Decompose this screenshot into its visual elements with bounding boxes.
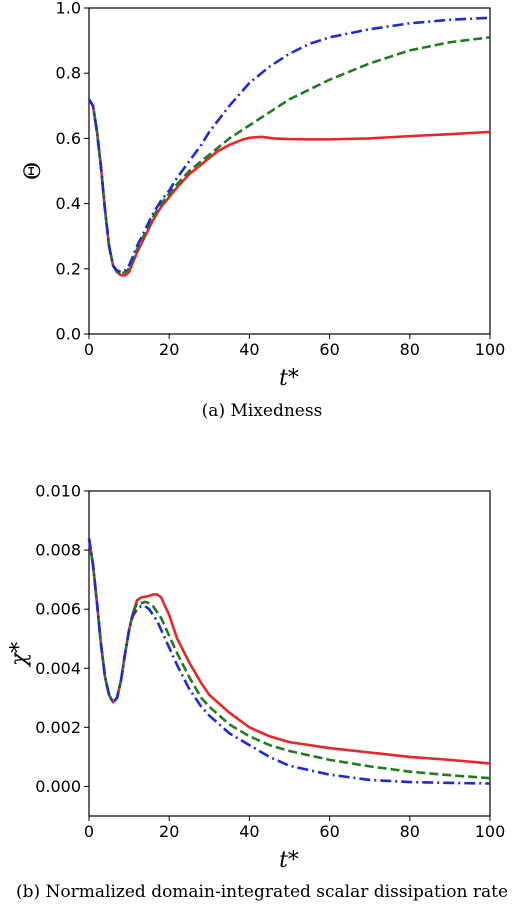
panel-a-series-solid-line <box>87 98 491 277</box>
panel-b-xtick-label: 80 <box>400 822 420 841</box>
panel-a-ytick-label: 0.8 <box>56 64 81 83</box>
panel-a-ytick-label: 0.0 <box>56 325 81 344</box>
panel-b-ytick-label: 0.000 <box>35 777 81 796</box>
panel-b-xtick-label: 40 <box>239 822 259 841</box>
panel-b-y-axis-label: χ* <box>7 642 32 668</box>
panel-b-series <box>87 538 491 785</box>
panel-b-ytick-label: 0.008 <box>35 541 81 560</box>
panel-a: 0 20 40 60 80 100 0.0 0.2 0.4 0.6 0.8 1.… <box>21 0 505 421</box>
panel-a-xtick-label: 20 <box>159 340 179 359</box>
panel-b-ytick-label: 0.006 <box>35 600 81 619</box>
panel-b-ytick-label: 0.004 <box>35 659 81 678</box>
panel-b-yticks: 0.000 0.002 0.004 0.006 0.008 0.010 <box>35 482 81 796</box>
panel-b-plot-frame <box>88 490 491 817</box>
panel-a-xtick-label: 100 <box>475 340 506 359</box>
panel-a-plot-frame <box>88 7 491 335</box>
panel-a-ytick-label: 0.6 <box>56 129 81 148</box>
panel-b-ytick-label: 0.010 <box>35 482 81 501</box>
panel-a-series-dashed-line <box>87 36 491 275</box>
panel-b-x-axis-label: t* <box>279 848 299 873</box>
panel-a-xtick-label: 40 <box>239 340 259 359</box>
panel-a-series-dashdot-line <box>87 16 491 274</box>
panel-a-xtick-label: 0 <box>84 340 94 359</box>
panel-a-x-axis-label: t* <box>279 366 299 391</box>
panel-a-xtick-label: 60 <box>319 340 339 359</box>
panel-a-caption: (a) Mixedness <box>202 401 323 421</box>
panel-a-ytick-label: 1.0 <box>56 0 81 18</box>
panel-b: 0 20 40 60 80 100 0.000 0.002 0.004 0.00… <box>7 482 508 903</box>
panel-b-xtick-label: 100 <box>475 822 506 841</box>
panel-a-y-axis-label: Θ <box>21 162 46 180</box>
panel-a-ytick-label: 0.2 <box>56 259 81 278</box>
panel-a-xticks: 0 20 40 60 80 100 <box>84 340 505 359</box>
panel-b-ytick-label: 0.002 <box>35 718 81 737</box>
panel-a-yticks: 0.0 0.2 0.4 0.6 0.8 1.0 <box>56 0 81 344</box>
panel-b-series-dashdot-line <box>87 538 491 785</box>
panel-b-caption: (b) Normalized domain-integrated scalar … <box>16 882 508 902</box>
panel-b-xtick-label: 20 <box>159 822 179 841</box>
panel-b-tick-marks <box>84 490 491 821</box>
panel-b-xtick-label: 0 <box>84 822 94 841</box>
panel-a-ytick-label: 0.4 <box>56 194 81 213</box>
panel-a-xtick-label: 80 <box>400 340 420 359</box>
panel-b-xtick-label: 60 <box>319 822 339 841</box>
panel-b-xticks: 0 20 40 60 80 100 <box>84 822 505 841</box>
panel-a-tick-marks <box>84 7 491 339</box>
panel-b-series-solid-line <box>87 538 491 765</box>
panel-a-series <box>87 16 491 277</box>
